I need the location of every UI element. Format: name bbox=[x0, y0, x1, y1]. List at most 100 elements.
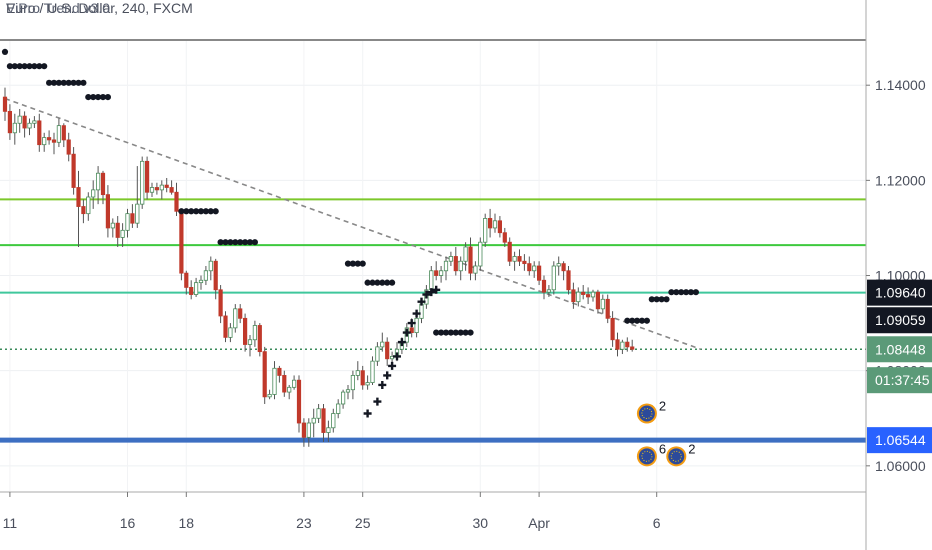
event-badge-icon bbox=[638, 405, 655, 422]
candle-body bbox=[203, 270, 208, 281]
candle-body bbox=[262, 351, 267, 398]
trend-dot bbox=[364, 279, 371, 286]
trend-dot bbox=[65, 79, 72, 86]
candle-body bbox=[316, 408, 321, 419]
candle-body bbox=[47, 137, 52, 141]
candle-body bbox=[272, 367, 277, 395]
candle-body bbox=[350, 375, 356, 391]
price-tick-label: 1.12000 bbox=[875, 172, 926, 188]
trend-dot bbox=[90, 93, 97, 101]
trend-dot bbox=[687, 289, 695, 296]
candle-body bbox=[517, 256, 522, 262]
trend-dot bbox=[638, 317, 646, 324]
event-badges[interactable]: 2 6 2 bbox=[636, 398, 696, 467]
candle-body bbox=[247, 339, 253, 345]
trend-dot bbox=[11, 63, 18, 70]
candle-body bbox=[483, 218, 488, 243]
horizontal-levels[interactable] bbox=[0, 198, 866, 443]
candle-body bbox=[306, 422, 311, 438]
candle-body bbox=[184, 272, 189, 288]
candle-body bbox=[487, 218, 493, 229]
candle-body bbox=[91, 189, 96, 198]
candle-body bbox=[340, 391, 346, 405]
candle-body bbox=[566, 270, 571, 291]
event-badge-count: 2 bbox=[688, 441, 695, 456]
trend-dot bbox=[60, 79, 67, 86]
trend-line[interactable] bbox=[4, 97, 702, 351]
candle-body bbox=[595, 291, 601, 310]
candle-body bbox=[630, 346, 635, 350]
price-tag-label: 1.09059 bbox=[875, 312, 926, 328]
candle-body bbox=[164, 184, 169, 188]
candle-body bbox=[370, 360, 375, 383]
candle-body bbox=[576, 291, 581, 303]
candle-body bbox=[620, 341, 625, 350]
candle-body bbox=[556, 263, 561, 267]
trend-dot bbox=[222, 239, 229, 246]
trend-dot bbox=[442, 329, 450, 336]
trend-dot bbox=[242, 239, 249, 246]
candle-body bbox=[149, 187, 155, 193]
trend-dot bbox=[374, 279, 381, 286]
price-tick-label: 1.10000 bbox=[875, 268, 926, 284]
candle-body bbox=[223, 315, 228, 338]
candle-body bbox=[105, 194, 110, 229]
trend-dot bbox=[26, 63, 33, 70]
trend-dot bbox=[359, 260, 366, 267]
candle-body bbox=[2, 96, 8, 112]
candle-body bbox=[380, 341, 385, 348]
trend-dot bbox=[344, 260, 352, 267]
trend-dot bbox=[50, 79, 58, 86]
candle-body bbox=[336, 403, 341, 414]
trend-dot bbox=[207, 208, 214, 215]
trend-dot bbox=[251, 239, 258, 246]
candle-body bbox=[355, 370, 360, 376]
trend-dot bbox=[624, 317, 631, 324]
indicator-label: ViPro Trend v3.0 bbox=[6, 0, 110, 18]
trend-dot bbox=[21, 63, 28, 70]
candle-body bbox=[365, 382, 370, 386]
trend-dot bbox=[183, 208, 190, 215]
candle-body bbox=[458, 260, 463, 272]
candle-body bbox=[76, 187, 81, 207]
candle-body bbox=[71, 153, 76, 188]
trend-dot bbox=[227, 239, 234, 246]
trend-dot bbox=[384, 279, 391, 286]
candle-body bbox=[527, 263, 532, 272]
grid bbox=[0, 39, 866, 492]
candle-body bbox=[242, 317, 248, 345]
candle-body bbox=[507, 241, 512, 262]
candle-body bbox=[326, 427, 331, 433]
price-tag bbox=[867, 279, 932, 306]
trend-cross bbox=[417, 297, 426, 306]
candle-body bbox=[169, 187, 174, 193]
trend-dot bbox=[55, 79, 63, 86]
candle-body bbox=[625, 341, 630, 348]
trend-dot bbox=[1, 48, 9, 55]
candle-body bbox=[581, 291, 586, 295]
trend-dot bbox=[197, 208, 205, 215]
eu-stars-icon bbox=[641, 450, 653, 462]
trend-dot bbox=[99, 93, 107, 101]
candle-body bbox=[610, 317, 615, 341]
event-badge-icon bbox=[668, 448, 685, 465]
trend-dot bbox=[6, 63, 13, 70]
candle-body bbox=[434, 270, 439, 276]
candle-body bbox=[551, 265, 556, 291]
candle-body bbox=[546, 289, 552, 293]
candle-body bbox=[174, 191, 179, 212]
time-tick-label: 11 bbox=[3, 515, 18, 531]
trend-cross bbox=[378, 380, 387, 389]
candle-body bbox=[463, 246, 468, 262]
candle-body bbox=[345, 389, 351, 393]
trend-dot bbox=[663, 296, 670, 303]
candle-body bbox=[120, 229, 125, 238]
trend-cross bbox=[383, 371, 392, 380]
trend-dot bbox=[232, 239, 239, 246]
candle-body bbox=[27, 122, 32, 129]
trend-dot bbox=[452, 329, 459, 336]
chart-title-text: Euro / U.S. Dollar, 240, FXCM bbox=[6, 0, 193, 16]
trend-dot bbox=[354, 260, 361, 267]
